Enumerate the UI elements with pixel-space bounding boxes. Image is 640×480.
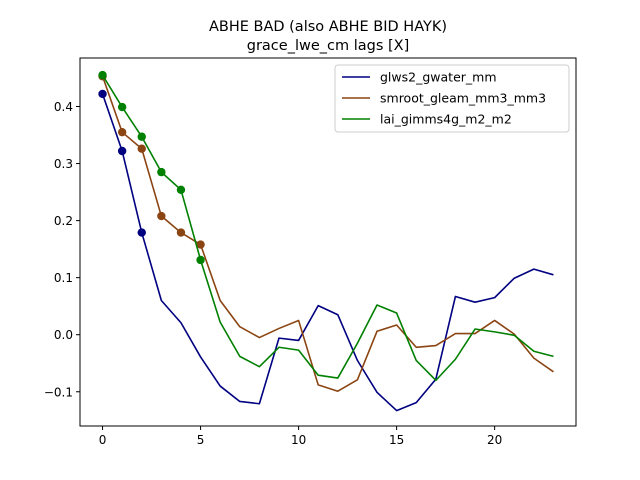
y-tick-label: 0.2	[54, 214, 73, 228]
y-tick-label: 0.4	[54, 100, 73, 114]
series-point-smroot_gleam_mm3_mm3-5	[196, 240, 205, 249]
series-point-lai_gimms4g_m2_m2-1	[117, 102, 127, 112]
x-axis: 0 5 10 15 20	[99, 426, 502, 447]
y-tick-label: 0.3	[54, 157, 73, 171]
y-tick-label: 0.0	[54, 328, 73, 342]
series-point-smroot_gleam_mm3_mm3-2	[137, 144, 146, 153]
series-line-glws2_gwater_mm	[101, 93, 554, 412]
x-tick-label: 10	[291, 433, 306, 447]
series-point-smroot_gleam_mm3_mm3-3	[157, 211, 166, 221]
axes-frame	[79, 57, 577, 427]
x-tick-label: 15	[389, 433, 404, 447]
plot-area	[98, 70, 554, 412]
series-line-smroot_gleam_mm3_mm3	[101, 75, 554, 393]
x-tick-label: 0	[99, 433, 107, 447]
chart-subtitle: grace_lwe_cm lags [X]	[247, 38, 410, 54]
legend-label-smroot_gleam_mm3_mm3: smroot_gleam_mm3_mm3	[380, 91, 546, 106]
y-tick-label: −0.1	[44, 385, 73, 399]
chart-title: ABHE BAD (also ABHE BID HAYK)	[209, 19, 447, 35]
legend: glws2_gwater_mm smroot_gleam_mm3_mm3 lai_g…	[334, 64, 570, 133]
legend-box	[334, 64, 570, 133]
series-point-lai_gimms4g_m2_m2-2	[137, 132, 146, 141]
series-point-glws2_gwater_mm-1	[117, 146, 127, 156]
y-axis: −0.1 0.0 0.1 0.2 0.3 0.4	[44, 100, 80, 399]
legend-label-glws2_gwater_mm: glws2_gwater_mm	[380, 70, 497, 85]
series-point-lai_gimms4g_m2_m2-3	[157, 167, 166, 177]
series-point-lai_gimms4g_m2_m2-5	[196, 255, 205, 265]
x-tick-label: 20	[487, 433, 502, 447]
x-tick-label: 5	[197, 433, 205, 447]
series-point-lai_gimms4g_m2_m2-0	[98, 70, 107, 80]
series-point-smroot_gleam_mm3_mm3-4	[176, 228, 186, 237]
series-point-glws2_gwater_mm-0	[98, 89, 107, 99]
series-point-smroot_gleam_mm3_mm3-1	[117, 127, 127, 137]
series-point-glws2_gwater_mm-2	[137, 228, 146, 237]
series-point-lai_gimms4g_m2_m2-4	[176, 185, 186, 194]
y-tick-label: 0.1	[54, 271, 73, 285]
series-line-lai_gimms4g_m2_m2	[101, 74, 554, 382]
legend-label-lai_gimms4g_m2_m2: lai_gimms4g_m2_m2	[380, 112, 512, 127]
